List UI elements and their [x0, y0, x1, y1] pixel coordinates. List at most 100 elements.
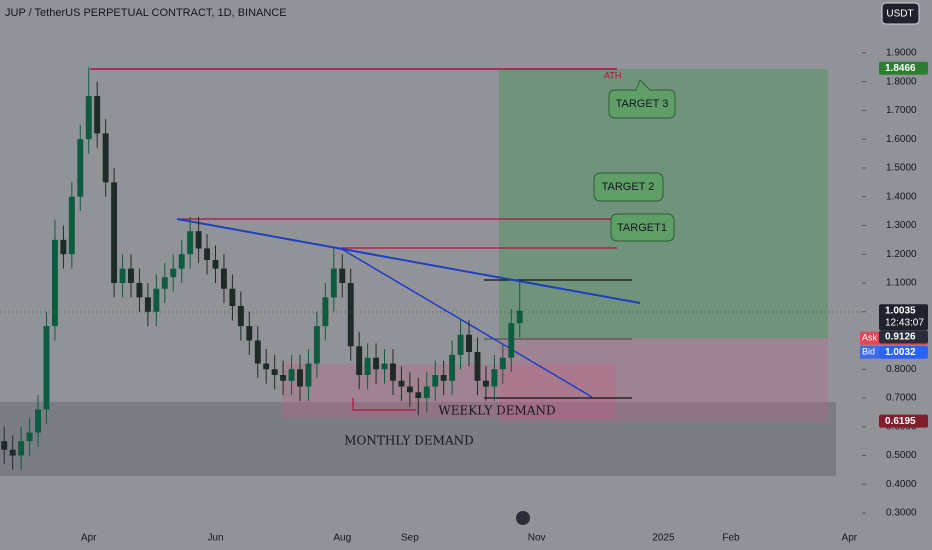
candle-body — [170, 268, 177, 278]
candle-body — [195, 231, 202, 249]
candle-body — [35, 409, 41, 433]
bracket — [352, 398, 416, 411]
candle-body — [246, 326, 253, 341]
price-tag-name-bg — [860, 331, 879, 345]
price-tag-value: 1.0035 — [885, 305, 916, 316]
candle-body — [26, 432, 33, 442]
candle-body — [220, 268, 227, 289]
zone-label: WEEKLY DEMAND — [438, 404, 555, 418]
y-tick-label: 1.6000 — [886, 134, 917, 145]
candle-body — [457, 334, 464, 355]
candle-body — [398, 380, 405, 387]
price-tag — [879, 304, 928, 331]
candle-body — [449, 354, 456, 381]
candle-body — [364, 357, 371, 376]
candle-body — [356, 346, 363, 376]
x-tick-label: Aug — [333, 533, 351, 544]
candle-body — [77, 139, 84, 197]
y-tick-label: 1.8000 — [886, 76, 917, 87]
candle-body — [263, 363, 270, 370]
candle-body — [178, 254, 185, 269]
candle-body — [153, 288, 160, 312]
y-tick-label: 0.5000 — [886, 450, 917, 461]
currency-button[interactable] — [881, 2, 920, 25]
candle-body — [406, 386, 413, 393]
price-tag-timer: 12:43:07 — [885, 317, 924, 328]
y-tick-label: 0.4000 — [886, 479, 917, 490]
candle-body — [60, 239, 67, 255]
price-tag — [879, 330, 928, 344]
candle-body — [415, 392, 422, 399]
candle-body — [390, 363, 396, 381]
candle-body — [508, 323, 515, 358]
y-tick-label: 0.3000 — [886, 508, 917, 519]
candle-body — [499, 357, 506, 370]
y-tick-label: 1.5000 — [886, 163, 917, 174]
x-tick-label: Feb — [722, 533, 740, 544]
candle-body — [9, 449, 16, 456]
ath-label: ATH — [604, 70, 621, 80]
candle-body — [119, 268, 126, 283]
x-tick-label: Nov — [528, 533, 546, 544]
logo — [516, 511, 530, 525]
candle-body — [474, 352, 481, 381]
y-tick-label: 0.7000 — [886, 393, 917, 404]
trend-line — [176, 218, 641, 304]
candle-body — [128, 268, 134, 283]
y-tick-label: 0.8000 — [886, 364, 917, 375]
candle-body — [94, 96, 101, 134]
y-tick-label: 1.7000 — [886, 105, 917, 116]
candle-body — [68, 196, 75, 255]
candle-body — [482, 380, 489, 387]
y-tick-label: 1.4000 — [886, 191, 917, 202]
drawings — [0, 68, 862, 525]
candle-body — [18, 441, 25, 456]
target-label: TARGET1 — [617, 222, 667, 234]
target-label: TARGET 3 — [616, 98, 669, 110]
currency-label[interactable]: USDT — [886, 9, 913, 20]
candle-body — [144, 297, 151, 312]
x-tick-label: Apr — [81, 533, 97, 544]
candle-body — [330, 268, 337, 298]
candle-body — [347, 282, 354, 347]
candle-body — [313, 326, 320, 364]
candle-body — [85, 96, 92, 140]
chart-title: JUP / TetherUS PERPETUAL CONTRACT, 1D, B… — [5, 7, 287, 19]
candle-body — [440, 375, 447, 381]
price-tag — [879, 345, 928, 359]
zone-label: MONTHLY DEMAND — [344, 434, 474, 448]
price-tag-name: Ask — [862, 333, 878, 343]
candle-body — [161, 277, 168, 289]
candle-body — [187, 231, 194, 255]
candle-body — [229, 288, 236, 306]
candle-body — [297, 369, 303, 387]
price-tag-name-bg — [860, 345, 879, 359]
callout — [593, 172, 664, 202]
candle-body — [204, 248, 211, 260]
y-tick-label: 1.9000 — [886, 48, 917, 59]
price-tag-value: 0.9126 — [885, 332, 916, 343]
candle-body — [305, 363, 312, 387]
price-tag-name: Bid — [862, 347, 875, 357]
callout — [610, 213, 675, 242]
weekly-demand-zone — [282, 364, 616, 418]
candle-body — [466, 334, 472, 352]
candle-body — [423, 386, 430, 399]
candle-body — [136, 282, 143, 298]
candle-body — [271, 369, 278, 376]
candle-body — [322, 297, 329, 327]
candle-body — [1, 441, 8, 450]
x-tick-label: Apr — [842, 533, 858, 544]
x-tick-label: 2025 — [652, 533, 675, 544]
candle-body — [339, 268, 346, 283]
target-label: TARGET 2 — [602, 181, 655, 193]
candle-body — [237, 305, 244, 327]
candle-body — [102, 133, 109, 183]
price-tag-value: 1.0032 — [885, 347, 916, 358]
candle-body — [288, 369, 295, 381]
y-tick-label: 1.3000 — [886, 220, 917, 231]
price-tag — [879, 61, 928, 75]
y-tick-label: 1.2000 — [886, 249, 917, 260]
